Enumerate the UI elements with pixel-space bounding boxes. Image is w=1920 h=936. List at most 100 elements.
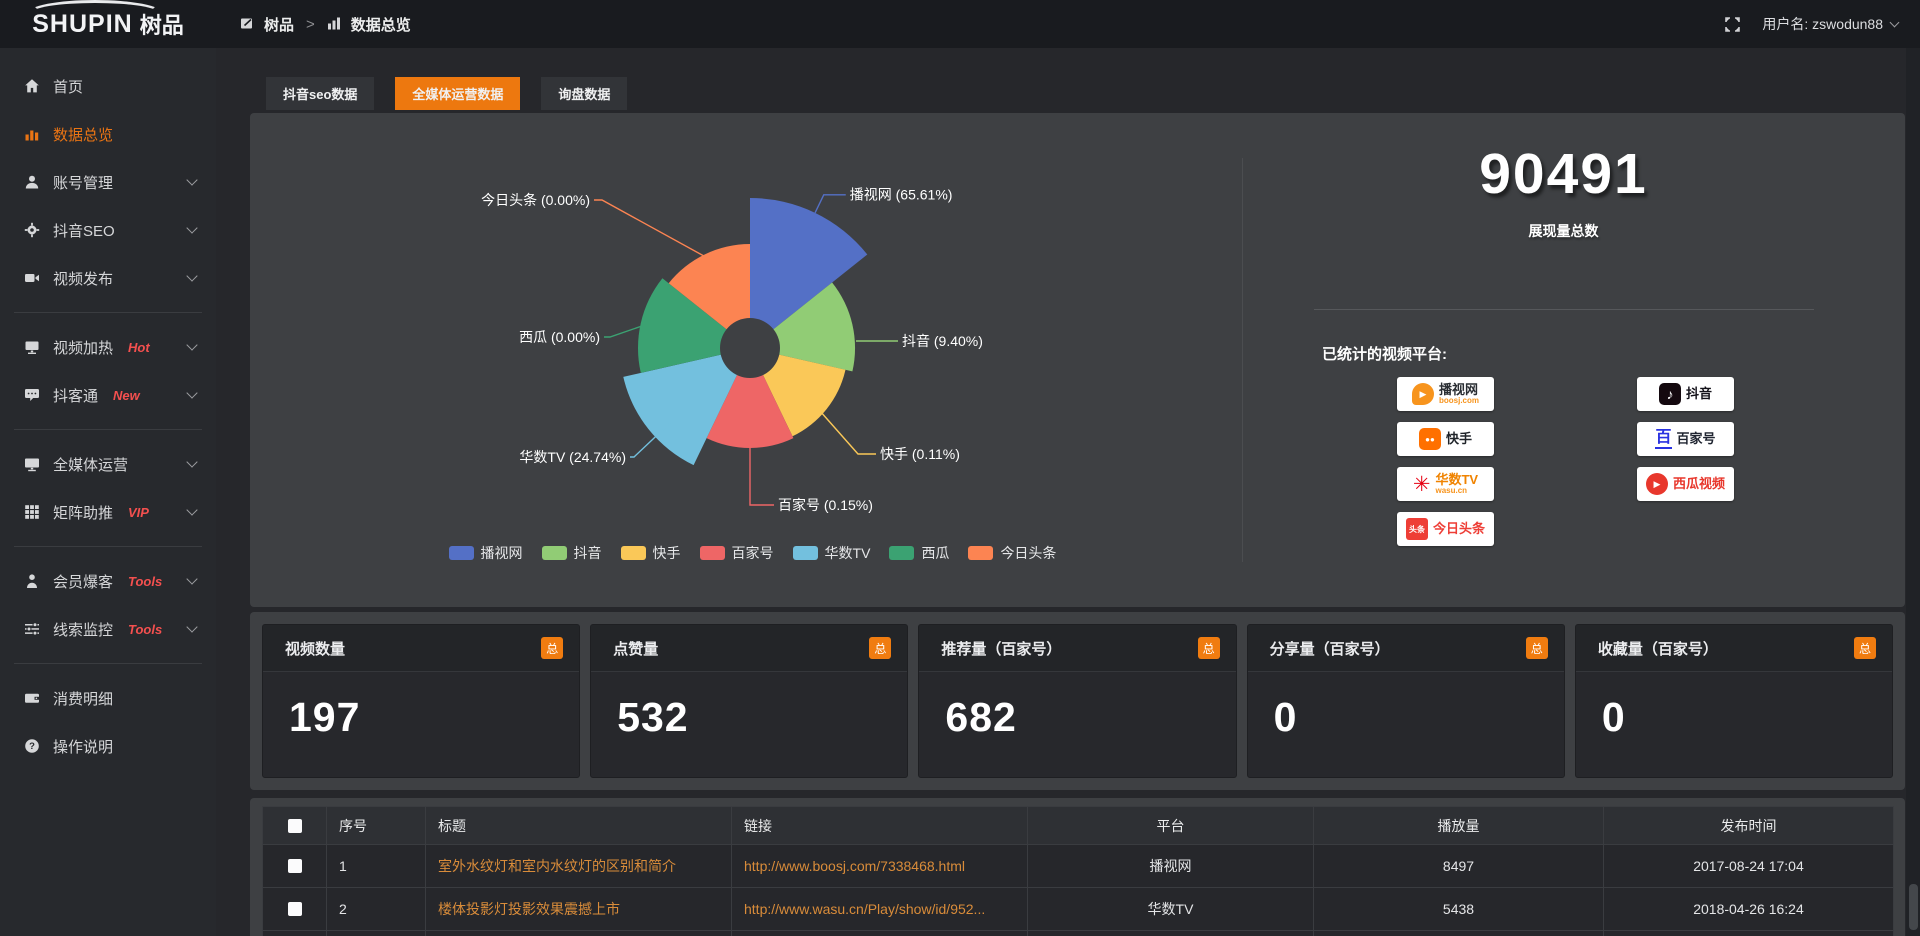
stat-card-label: 收藏量（百家号） [1597, 640, 1718, 658]
chart-bar-icon [24, 126, 40, 142]
sidebar-item-operation-guide[interactable]: ? 操作说明 [0, 722, 216, 770]
legend-item-6[interactable]: 今日头条 [968, 543, 1056, 563]
platform-badge-name: 抖音 [1685, 386, 1712, 402]
pie-label: 播视网 (65.61%) [850, 186, 953, 202]
cell-link[interactable]: http://www.boosj.com/7338468.html [731, 844, 1028, 888]
pie-chart-svg: 播视网 (65.61%) 抖音 (9.40%) 快手 (0.11%) 百家号 (0.1… [481, 186, 983, 513]
sidebar-item-video-heat[interactable]: 视频加热 Hot [0, 323, 216, 371]
pie-label: 西瓜 (0.00%) [519, 329, 600, 345]
chart-legend: 播视网 抖音 快手 百家号 华数TV 西瓜 今日头条 [250, 543, 1255, 563]
logo-text: SHUPIN [32, 9, 133, 38]
legend-label: 播视网 [480, 545, 523, 561]
pie-slice-4[interactable] [623, 348, 750, 466]
sidebar-item-tag: New [113, 387, 140, 403]
empty-cell [262, 930, 327, 936]
stat-card-header: 视频数量 总 [263, 625, 580, 672]
sidebar-item-douketong[interactable]: 抖客通 New [0, 371, 216, 419]
sidebar-item-consume-detail[interactable]: 消费明细 [0, 674, 216, 722]
sidebar-item-label: 视频加热 [53, 339, 114, 357]
platform-badge-text: 快手 [1446, 432, 1472, 446]
sidebar-item-tag: Tools [128, 573, 163, 589]
tab-media-operation-data[interactable]: 全媒体运营数据 [395, 77, 521, 110]
sidebar-item-douyin-seo[interactable]: 抖音SEO [0, 206, 216, 254]
select-all-checkbox[interactable] [287, 818, 302, 833]
page-scrollbar[interactable] [1906, 48, 1920, 936]
pie-label-line [630, 422, 671, 458]
stat-card-header: 收藏量（百家号） 总 [1575, 625, 1893, 672]
empty-cell [425, 930, 732, 936]
breadcrumb-root[interactable]: 树品 [264, 16, 295, 34]
legend-item-4[interactable]: 华数TV [792, 543, 870, 563]
legend-item-2[interactable]: 快手 [620, 543, 681, 563]
wasu-logo-icon: ✳ [1412, 472, 1431, 496]
chevron-down-icon [186, 573, 198, 585]
total-badge: 总 [541, 637, 564, 659]
pie-slice-2[interactable] [750, 348, 846, 437]
pie-label-line [819, 410, 876, 455]
pie-label: 华数TV (24.74%) [519, 449, 626, 465]
row-checkbox[interactable] [287, 859, 302, 873]
empty-cell [1313, 930, 1604, 936]
cell-platform: 华数TV [1027, 887, 1314, 931]
platform-badge-name: 百家号 [1676, 431, 1716, 447]
sidebar-item-media-operation[interactable]: 全媒体运营 [0, 440, 216, 488]
platform-badges-right: ♪ 抖音百百家号 ▶ 西瓜视频 [1637, 377, 1734, 501]
sidebar-item-clue-monitor[interactable]: 线索监控 Tools [0, 605, 216, 653]
platform-badge-text: 西瓜视频 [1673, 477, 1725, 491]
sidebar-item-member-baoke[interactable]: 会员爆客 Tools [0, 557, 216, 605]
stat-card-3: 分享量（百家号） 总 0 [1246, 624, 1565, 778]
pie-slice-0[interactable] [750, 198, 868, 348]
stat-card-label: 推荐量（百家号） [941, 640, 1062, 658]
cell-link[interactable]: http://www.wasu.cn/Play/show/id/952... [731, 887, 1028, 931]
cell-title[interactable]: 楼体投影灯投影效果震撼上市 [425, 887, 732, 931]
legend-item-3[interactable]: 百家号 [699, 543, 774, 563]
legend-item-1[interactable]: 抖音 [541, 543, 602, 563]
sidebar-divider [14, 429, 202, 430]
legend-label: 西瓜 [921, 545, 950, 561]
douyin-logo-icon: ♪ [1658, 383, 1681, 405]
platform-badge-text: 播视网 boosj.com [1439, 383, 1479, 405]
row-checkbox[interactable] [287, 902, 302, 916]
platform-badge-xigua: ▶ 西瓜视频 [1637, 467, 1734, 501]
stat-card-label: 点赞量 [613, 640, 659, 658]
stat-card-value: 682 [945, 694, 1017, 740]
platform-badge-name: 西瓜视频 [1672, 476, 1725, 492]
cell-index: 2 [326, 887, 426, 931]
sidebar-item-account-manage[interactable]: 账号管理 [0, 158, 216, 206]
pie-slice-3[interactable] [706, 348, 794, 449]
main-content: 抖音seo数据 全媒体运营数据 询盘数据 播视网 (65.61%) 抖音 (9.40%… [216, 48, 1920, 936]
pie-label-line [814, 194, 846, 214]
legend-label: 快手 [652, 545, 681, 561]
platform-badge-name: 今日头条 [1432, 521, 1485, 537]
legend-item-5[interactable]: 西瓜 [889, 543, 949, 563]
gear-icon [24, 222, 40, 238]
sidebar-item-matrix-boost[interactable]: 矩阵助推 VIP [0, 488, 216, 536]
fullscreen-icon[interactable] [1725, 16, 1741, 32]
sidebar-item-label: 视频发布 [53, 270, 114, 288]
breadcrumb-current[interactable]: 数据总览 [350, 16, 411, 34]
pie-label: 百家号 (0.15%) [778, 497, 873, 513]
sidebar-item-label: 抖客通 [53, 387, 99, 405]
sidebar-menu: 首页 数据总览 账号管理 抖音SEO 视频发布视频加热 Hot 抖客通 New 全媒体运营矩阵助… [0, 62, 216, 770]
sidebar-item-data-overview[interactable]: 数据总览 [0, 110, 216, 158]
user-menu[interactable]: 用户名: zswodun88 [1762, 14, 1900, 34]
pie-slice-6[interactable] [668, 244, 750, 348]
cell-title[interactable]: 室外水纹灯和室内水纹灯的区别和简介 [425, 844, 732, 888]
app-logo[interactable]: SHUPIN 树品 [0, 0, 216, 48]
total-impressions-value: 90491 [1479, 142, 1648, 206]
platforms-title: 已统计的视频平台: [1322, 346, 1447, 363]
cell-time: 2017-08-24 17:04 [1603, 844, 1894, 888]
platform-badge-toutiao: 头条 今日头条 [1397, 512, 1494, 546]
legend-item-0[interactable]: 播视网 [448, 543, 523, 563]
sidebar-item-label: 全媒体运营 [53, 456, 129, 474]
tab-inquiry-data[interactable]: 询盘数据 [541, 77, 628, 110]
sidebar-item-video-publish[interactable]: 视频发布 [0, 254, 216, 302]
summary-panel: 90491 展现量总数 已统计的视频平台: ▶ 播视网 boosj.com ●● 快手 ✳… [1242, 113, 1905, 607]
comment-icon [24, 387, 40, 403]
platform-badge-text: 百家号 [1677, 432, 1716, 446]
overview-chart-panel: 播视网 (65.61%) 抖音 (9.40%) 快手 (0.11%) 百家号 (0.1… [250, 113, 1905, 607]
sidebar-item-home[interactable]: 首页 [0, 62, 216, 110]
scrollbar-thumb[interactable] [1909, 884, 1918, 930]
platform-badge-name: 华数TV [1435, 471, 1479, 487]
tab-douyin-seo-data[interactable]: 抖音seo数据 [266, 77, 375, 110]
